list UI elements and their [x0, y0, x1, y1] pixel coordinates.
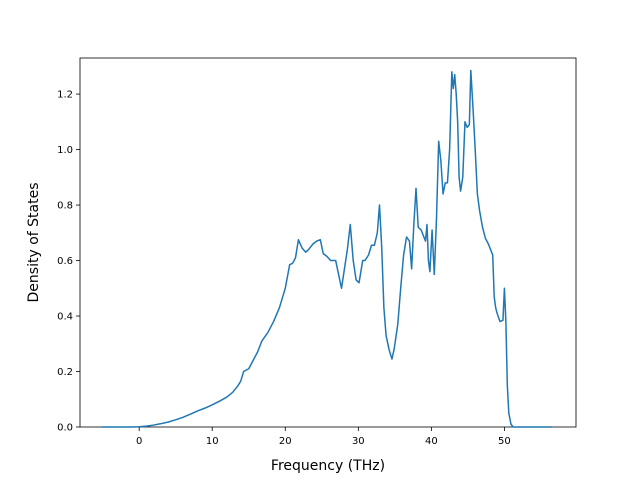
x-tick-label: 10 — [206, 436, 219, 447]
axes-frame — [79, 57, 577, 428]
y-tick-label: 1.0 — [57, 145, 73, 156]
x-tick-label: 20 — [279, 436, 292, 447]
x-tick-label: 30 — [352, 436, 365, 447]
y-axis-ticks: 0.0 0.2 0.4 0.6 0.8 1.0 1.2 — [57, 90, 80, 434]
x-tick-label: 0 — [136, 436, 142, 447]
y-tick-label: 1.2 — [57, 90, 73, 101]
x-axis-label: Frequency (THz) — [271, 458, 385, 474]
x-tick-label: 50 — [498, 436, 511, 447]
dos-series-line — [101, 69, 552, 428]
y-tick-label: 0.0 — [57, 423, 73, 434]
plot-area — [79, 57, 577, 428]
x-axis-ticks: 0 10 20 30 40 50 — [136, 427, 511, 447]
y-tick-label: 0.8 — [57, 201, 73, 212]
y-tick-label: 0.6 — [57, 256, 73, 267]
x-tick-label: 40 — [425, 436, 438, 447]
y-tick-label: 0.2 — [57, 367, 73, 378]
y-tick-label: 0.4 — [57, 312, 73, 323]
y-axis-label: Density of States — [26, 183, 42, 303]
